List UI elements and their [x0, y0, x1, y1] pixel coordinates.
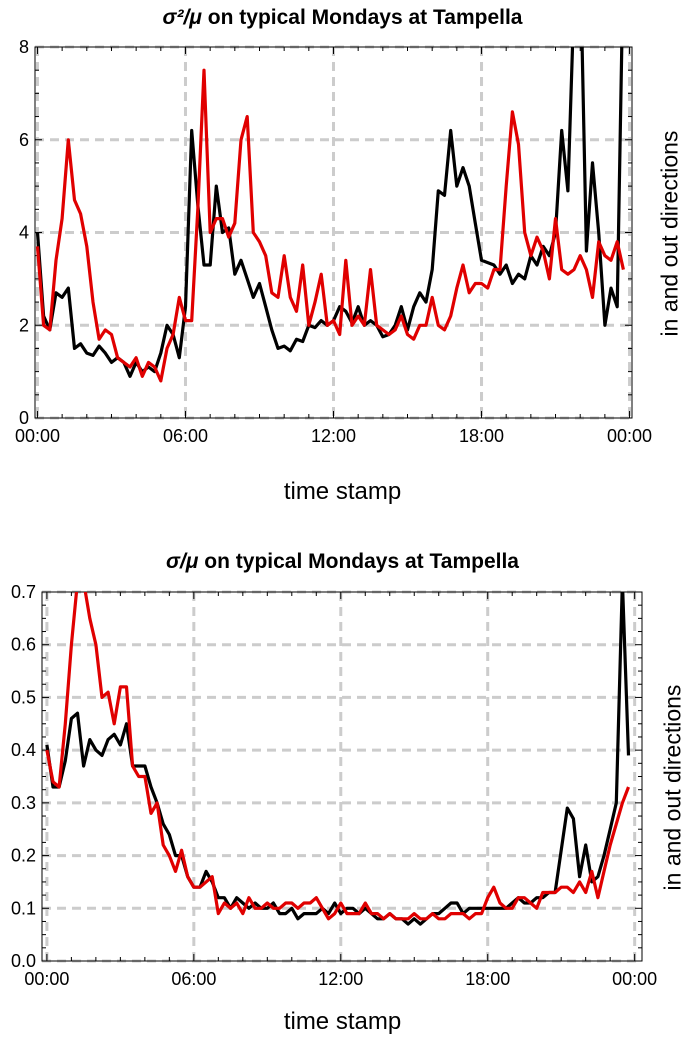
y-axis-label-bottom: in and out directions: [659, 684, 685, 891]
chart-title-top: σ²/μ on typical Mondays at Tampella: [0, 6, 685, 30]
x-tick-label: 06:00: [163, 426, 208, 446]
y-tick-label: 0.7: [11, 582, 36, 602]
y-tick-label: 0.1: [11, 898, 36, 918]
y-tick-label: 4: [19, 223, 29, 243]
chart-title-bottom: σ/μ on typical Mondays at Tampella: [0, 550, 685, 574]
series-line-red: [45, 592, 630, 921]
x-tick-label: 12:00: [318, 969, 363, 989]
x-tick-label: 00:00: [612, 969, 657, 989]
x-axis-label-bottom: time stamp: [283, 1008, 402, 1035]
chart-title-math: σ/μ: [166, 550, 199, 573]
y-tick-label: 0.5: [11, 687, 36, 707]
series-line-black: [35, 47, 624, 378]
chart-top: σ²/μ on typical Mondays at Tampella 00:0…: [0, 0, 685, 520]
chart-bottom-plot: 00:00 06:00 12:00 18:00 00:000.00.10.20.30.4…: [11, 582, 657, 989]
y-tick-label: 6: [19, 130, 29, 150]
chart-bottom: σ/μ on typical Mondays at Tampella 00:00…: [0, 540, 685, 1053]
y-tick-label: 0.6: [11, 635, 36, 655]
y-tick-label: 0.2: [11, 846, 36, 866]
y-tick-label: 0.3: [11, 793, 36, 813]
chart-title-text: on typical Mondays at Tampella: [198, 550, 519, 573]
x-tick-label: 18:00: [459, 426, 504, 446]
series-line-red: [35, 68, 625, 383]
series-line-black: [45, 592, 631, 926]
y-tick-label: 0: [19, 408, 29, 428]
x-tick-label: 00:00: [24, 969, 69, 989]
x-tick-label: 00:00: [607, 426, 652, 446]
x-tick-label: 00:00: [15, 426, 60, 446]
y-axis-label-top: in and out directions: [656, 130, 683, 337]
y-tick-label: 0.4: [11, 740, 36, 760]
y-tick-label: 0.0: [11, 951, 36, 971]
y-tick-label: 2: [19, 315, 29, 335]
chart-title-math: σ²/μ: [162, 6, 202, 29]
x-axis-label-top: time stamp: [283, 478, 402, 505]
chart-title-text: on typical Mondays at Tampella: [201, 6, 523, 29]
x-tick-label: 06:00: [171, 969, 216, 989]
x-tick-label: 18:00: [465, 969, 510, 989]
x-tick-label: 12:00: [311, 426, 356, 446]
y-tick-label: 8: [19, 37, 29, 57]
